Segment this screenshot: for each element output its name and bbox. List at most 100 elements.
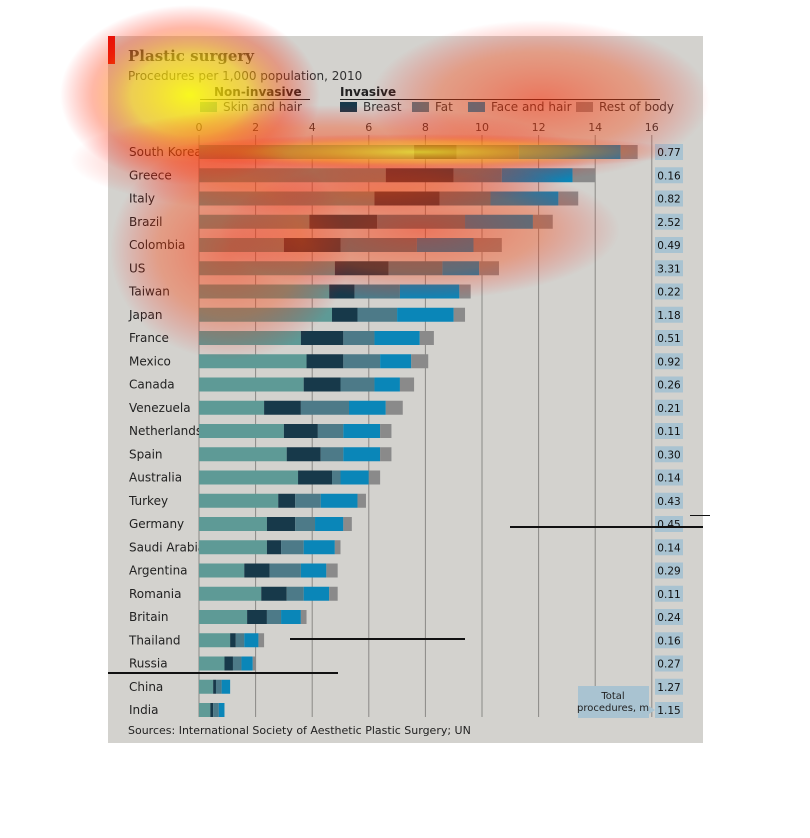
bar-segment bbox=[300, 563, 327, 578]
total-value: 2.52 bbox=[657, 217, 680, 229]
category-label: Thailand bbox=[128, 633, 181, 647]
category-label: Taiwan bbox=[128, 285, 170, 299]
bar-segment bbox=[399, 284, 460, 299]
total-value: 0.14 bbox=[657, 473, 681, 485]
bar-segment bbox=[281, 610, 301, 624]
x-tick-label: 0 bbox=[196, 121, 203, 134]
total-legend-label: procedures, m bbox=[577, 703, 649, 714]
bar-segment bbox=[309, 214, 378, 229]
total-box bbox=[655, 213, 683, 230]
bar-segment bbox=[199, 284, 330, 299]
category-label: Mexico bbox=[129, 354, 171, 368]
category-label: Spain bbox=[129, 447, 163, 461]
bar-segment bbox=[295, 517, 316, 531]
total-box bbox=[655, 190, 683, 207]
bar-segment bbox=[303, 540, 335, 555]
bar-segment bbox=[199, 261, 335, 276]
bar-segment bbox=[465, 214, 533, 229]
bar-segment bbox=[199, 470, 299, 485]
bar-segment bbox=[332, 470, 341, 485]
bar-segment bbox=[380, 354, 412, 369]
total-box bbox=[655, 609, 683, 625]
bar-segment bbox=[354, 284, 400, 299]
bar-segment bbox=[244, 633, 259, 648]
bar-segment bbox=[377, 214, 466, 229]
x-tick-label: 8 bbox=[422, 121, 429, 134]
bar-segment bbox=[317, 424, 344, 438]
category-label: France bbox=[129, 331, 169, 345]
bar-segment bbox=[343, 447, 381, 462]
bar-segment bbox=[473, 238, 502, 252]
total-value: 1.18 bbox=[657, 310, 680, 322]
bar-segment bbox=[303, 586, 330, 601]
total-value: 0.77 bbox=[657, 147, 680, 159]
category-label: Romania bbox=[129, 587, 181, 601]
bar-segment bbox=[224, 656, 233, 671]
bar-segment bbox=[343, 354, 381, 369]
bar-segment bbox=[303, 377, 341, 392]
bar-segment bbox=[453, 307, 466, 322]
bar-segment bbox=[388, 261, 443, 276]
bar-segment bbox=[281, 540, 304, 555]
bar-segment bbox=[199, 400, 265, 415]
category-label: Russia bbox=[129, 657, 168, 671]
total-value: 0.26 bbox=[657, 380, 681, 392]
source-note: Sources: International Society of Aesthe… bbox=[128, 724, 471, 737]
bar-segment bbox=[490, 191, 559, 206]
total-value: 0.27 bbox=[657, 659, 680, 671]
bar-segment bbox=[199, 238, 284, 252]
bar-segment bbox=[269, 563, 301, 578]
total-legend-label: Total bbox=[600, 691, 624, 702]
bar-segment bbox=[199, 331, 301, 345]
total-box bbox=[655, 260, 683, 277]
bar-segment bbox=[380, 424, 392, 438]
total-box bbox=[655, 678, 683, 695]
bar-segment bbox=[332, 307, 358, 322]
bar-segment bbox=[199, 354, 307, 369]
bar-segment bbox=[298, 470, 333, 485]
total-box bbox=[655, 306, 683, 323]
bar-segment bbox=[453, 168, 502, 183]
bar-segment bbox=[283, 238, 341, 252]
bar-segment bbox=[295, 493, 321, 508]
bar-segment bbox=[300, 610, 307, 624]
category-label: Argentina bbox=[129, 564, 188, 578]
bar-segment bbox=[385, 168, 454, 183]
bar-segment bbox=[442, 261, 480, 276]
total-box bbox=[655, 585, 683, 602]
bar-segment bbox=[518, 145, 621, 159]
total-value: 0.11 bbox=[657, 426, 680, 438]
bar-segment bbox=[210, 703, 214, 717]
total-legend-box bbox=[578, 686, 649, 718]
total-legend-pointer bbox=[649, 706, 655, 714]
bar-segment bbox=[572, 168, 596, 183]
category-label: Saudi Arabia bbox=[129, 540, 205, 554]
category-label: Britain bbox=[129, 610, 169, 624]
bar-segment bbox=[380, 447, 392, 462]
bar-segment bbox=[199, 586, 262, 601]
bar-segment bbox=[199, 493, 279, 508]
annotation-stroke bbox=[290, 638, 465, 640]
x-tick-label: 14 bbox=[588, 121, 602, 134]
bar-segment bbox=[199, 447, 287, 462]
bar-segment bbox=[199, 563, 245, 578]
bar-segment bbox=[218, 703, 225, 717]
annotation-stroke bbox=[510, 526, 703, 528]
total-box bbox=[655, 516, 683, 532]
bar-segment bbox=[399, 377, 415, 392]
bar-segment bbox=[329, 586, 338, 601]
category-label: US bbox=[129, 261, 145, 275]
category-label: Japan bbox=[128, 308, 162, 322]
bar-segment bbox=[300, 400, 349, 415]
bar-segment bbox=[199, 540, 267, 555]
bar-segment bbox=[558, 191, 579, 206]
bar-segment bbox=[199, 679, 214, 694]
bar-segment bbox=[283, 424, 318, 438]
bar-segment bbox=[252, 656, 256, 671]
bar-segment bbox=[532, 214, 553, 229]
total-value: 0.22 bbox=[657, 287, 680, 299]
bar-segment bbox=[199, 424, 284, 438]
x-tick-label: 2 bbox=[252, 121, 259, 134]
category-label: Germany bbox=[129, 517, 184, 531]
